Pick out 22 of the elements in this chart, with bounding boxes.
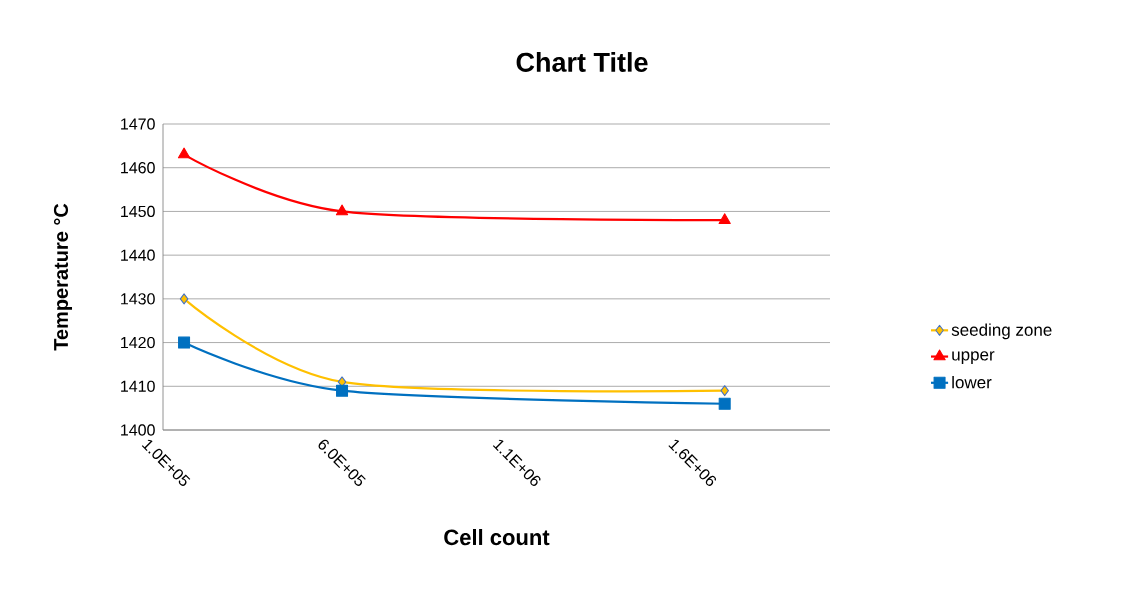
x-axis-title: Cell count	[444, 529, 550, 546]
y-tick-label: 1420	[121, 336, 155, 349]
legend-label: seeding zone	[951, 323, 1052, 340]
y-tick-label: 1400	[121, 424, 155, 436]
y-tick-label: 1460	[121, 162, 155, 174]
point	[335, 204, 349, 216]
chart-title: Chart Title	[516, 52, 648, 72]
point	[178, 336, 191, 349]
y-tick-label: 1410	[121, 380, 155, 392]
point	[336, 384, 349, 397]
y-tick-label: 1470	[121, 118, 155, 130]
point	[177, 147, 191, 159]
point	[718, 213, 731, 224]
point	[179, 293, 189, 305]
y-tick-label: 1430	[121, 293, 155, 305]
y-tick-label: 1440	[121, 249, 155, 261]
y-axis-title: Temperature °C	[53, 203, 73, 351]
point	[718, 397, 731, 410]
y-tick-label: 1450	[121, 205, 155, 218]
legend-label: upper	[952, 351, 995, 364]
legend-label: lower	[952, 375, 992, 389]
point	[720, 385, 729, 397]
